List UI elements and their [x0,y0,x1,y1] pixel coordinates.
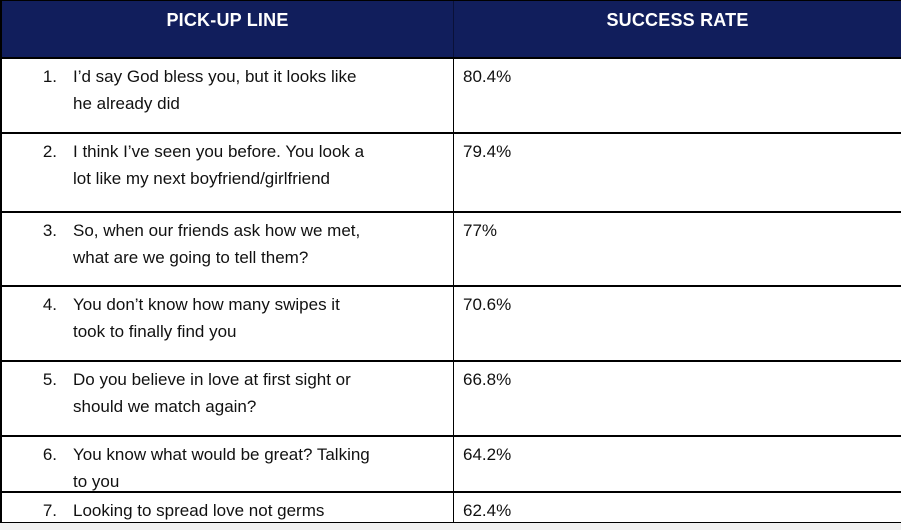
success-rate-cell: 70.6% [453,287,901,360]
row-rank: 5. [42,370,57,389]
table-row: 1. I’d say God bless you, but it looks l… [2,59,901,134]
table-header: PICK-UP LINE SUCCESS RATE [2,1,901,59]
row-line-text: So, when our friends ask how we met, wha… [73,221,361,267]
table-row: 2. I think I’ve seen you before. You loo… [2,134,901,213]
row-line-text: You know what would be great? Talking to… [73,445,370,491]
row-line-text: I think I’ve seen you before. You look a… [73,142,365,188]
table-row: 6. You know what would be great? Talking… [2,437,901,493]
row-line-text: I’d say God bless you, but it looks like… [73,67,357,113]
pickup-line-cell: 4. You don’t know how many swipes it too… [2,287,453,360]
table-row: 7. Looking to spread love not germs 62.4… [2,493,901,524]
pickup-line-cell: 7. Looking to spread love not germs [2,493,453,522]
header-cell-pickup-line: PICK-UP LINE [166,10,289,30]
pickup-line-cell: 3. So, when our friends ask how we met, … [2,213,453,285]
row-rank: 1. [42,67,57,86]
success-rate-cell: 77% [453,213,901,285]
header-cell-success-rate: SUCCESS RATE [453,1,901,57]
success-rate-cell: 80.4% [453,59,901,132]
success-rate-cell: 64.2% [453,437,901,491]
pickup-line-cell: 6. You know what would be great? Talking… [2,437,453,491]
row-line-text: Do you believe in love at first sight or… [73,370,351,416]
success-rate-cell: 79.4% [453,134,901,211]
table-row: 5. Do you believe in love at first sight… [2,362,901,437]
row-rank: 6. [42,445,57,464]
pickup-line-cell: 1. I’d say God bless you, but it looks l… [2,59,453,132]
page-background-strip [0,523,901,530]
success-rate-cell: 62.4% [453,493,901,522]
row-rank: 7. [42,501,57,520]
table-row: 4. You don’t know how many swipes it too… [2,287,901,362]
pickup-line-cell: 2. I think I’ve seen you before. You loo… [2,134,453,211]
success-rate-cell: 66.8% [453,362,901,435]
table-row: 3. So, when our friends ask how we met, … [2,213,901,287]
row-line-text: Looking to spread love not germs [73,501,325,520]
row-rank: 3. [42,221,57,240]
row-rank: 2. [42,142,57,161]
row-line-text: You don’t know how many swipes it took t… [73,295,340,341]
pickup-line-cell: 5. Do you believe in love at first sight… [2,362,453,435]
row-rank: 4. [42,295,57,314]
